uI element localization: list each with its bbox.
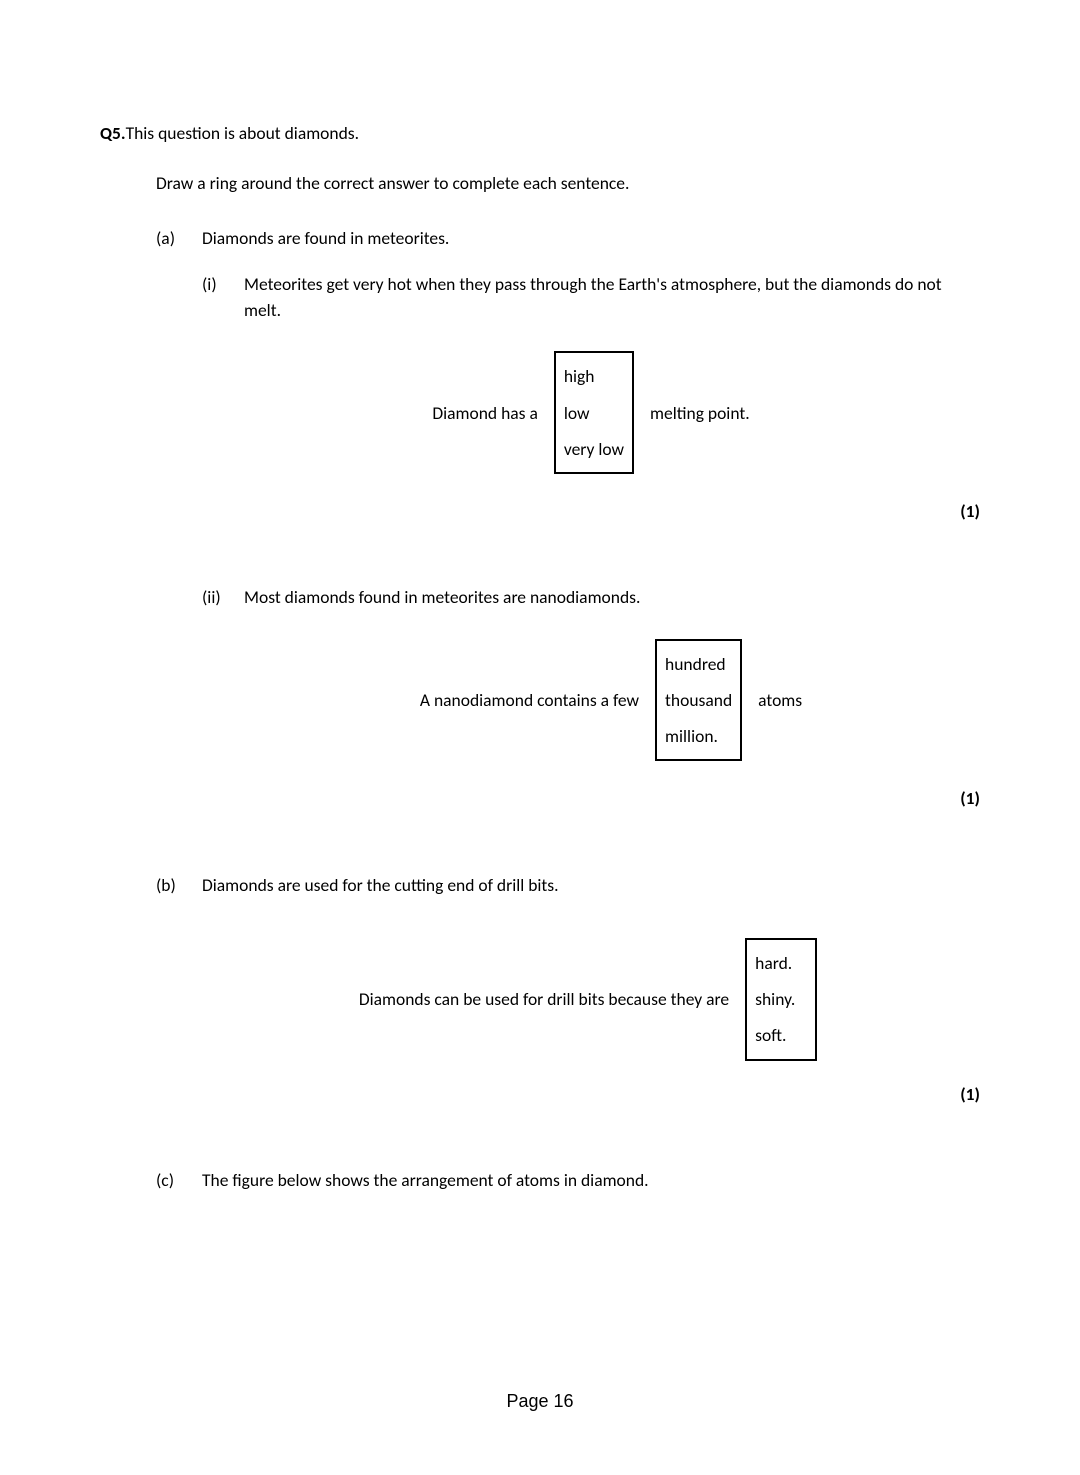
b-sentence-before: Diamonds can be used for drill bits beca… bbox=[359, 986, 729, 1012]
b-option-2[interactable]: shiny. bbox=[755, 986, 807, 1012]
part-a-text: Diamonds are found in meteorites. bbox=[202, 225, 449, 251]
a-ii-option-1[interactable]: hundred bbox=[665, 651, 732, 677]
part-b-text: Diamonds are used for the cutting end of… bbox=[202, 872, 559, 898]
a-i-option-1[interactable]: high bbox=[564, 363, 624, 389]
question-header: Q5.This question is about diamonds. bbox=[100, 120, 980, 146]
b-option-3[interactable]: soft. bbox=[755, 1022, 807, 1048]
b-option-1[interactable]: hard. bbox=[755, 950, 807, 976]
subpart-a-ii-label: (ii) bbox=[202, 584, 244, 610]
a-i-option-box[interactable]: high low very low bbox=[554, 351, 634, 474]
a-i-marks: (1) bbox=[100, 498, 980, 524]
question-number: Q5. bbox=[100, 122, 126, 144]
a-ii-option-3[interactable]: million. bbox=[665, 723, 732, 749]
a-i-sentence-after: melting point. bbox=[650, 400, 750, 426]
a-ii-marks: (1) bbox=[100, 785, 980, 811]
a-ii-sentence-after: atoms bbox=[758, 687, 802, 713]
a-ii-option-2[interactable]: thousand bbox=[665, 687, 732, 713]
subpart-a-ii-text: Most diamonds found in meteorites are na… bbox=[244, 584, 980, 610]
a-ii-option-box[interactable]: hundred thousand million. bbox=[655, 639, 742, 762]
page-number: Page 16 bbox=[0, 1388, 1080, 1415]
instruction-text: Draw a ring around the correct answer to… bbox=[156, 170, 980, 196]
question-title: This question is about diamonds. bbox=[126, 122, 360, 144]
b-marks: (1) bbox=[100, 1081, 980, 1107]
a-i-option-3[interactable]: very low bbox=[564, 436, 624, 462]
a-i-sentence-before: Diamond has a bbox=[432, 400, 537, 426]
part-c-text: The figure below shows the arrangement o… bbox=[202, 1167, 649, 1193]
b-option-box[interactable]: hard. shiny. soft. bbox=[745, 938, 817, 1061]
part-a-label: (a) bbox=[156, 225, 202, 251]
a-i-option-2[interactable]: low bbox=[564, 400, 624, 426]
part-c-label: (c) bbox=[156, 1167, 202, 1193]
part-b-label: (b) bbox=[156, 872, 202, 898]
subpart-a-i-label: (i) bbox=[202, 271, 244, 297]
a-ii-sentence-before: A nanodiamond contains a few bbox=[420, 687, 639, 713]
subpart-a-i-text: Meteorites get very hot when they pass t… bbox=[244, 271, 980, 324]
